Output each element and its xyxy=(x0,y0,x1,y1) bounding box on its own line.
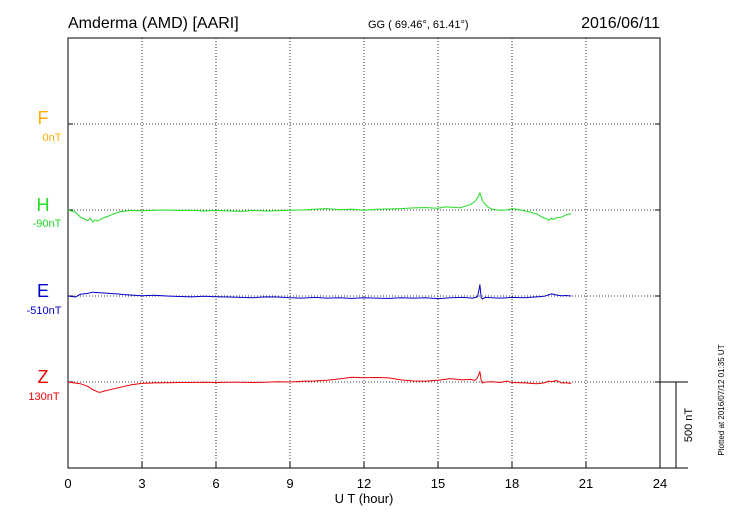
x-axis-ticks: 0 3 6 9 12 15 18 21 24 xyxy=(64,123,667,491)
component-label-e: E xyxy=(37,281,49,301)
scale-bar: 500 nT xyxy=(660,381,695,469)
station-title: Amderma (AMD) [AARI] xyxy=(68,15,239,32)
x-tick-label: 3 xyxy=(138,476,145,491)
scale-bar-label: 500 nT xyxy=(683,408,695,443)
baseline-label-h: -90nT xyxy=(33,218,62,230)
x-tick-label: 9 xyxy=(286,476,293,491)
date-label: 2016/06/11 xyxy=(581,15,660,32)
series-line-z xyxy=(67,371,572,393)
series-line-e xyxy=(67,284,572,300)
component-label-h: H xyxy=(37,195,50,215)
baseline-label-e: -510nT xyxy=(27,305,62,317)
component-label-f: F xyxy=(38,108,49,128)
x-axis-label: U T (hour) xyxy=(335,491,394,506)
x-tick-label: 12 xyxy=(357,476,371,491)
plotted-timestamp: Plotted at 2016/07/12 01:35 UT xyxy=(717,344,726,455)
component-label-z: Z xyxy=(38,367,49,387)
series-line-h xyxy=(67,192,572,223)
x-tick-label: 24 xyxy=(653,476,667,491)
geo-coordinates: GG ( 69.46°, 61.41°) xyxy=(368,19,469,31)
x-tick-label: 6 xyxy=(212,476,219,491)
x-tick-label: 0 xyxy=(64,476,71,491)
x-tick-label: 15 xyxy=(431,476,445,491)
baseline-label-f: 0nT xyxy=(43,132,62,144)
series-lines xyxy=(67,192,572,393)
baseline-label-z: 130nT xyxy=(28,391,59,403)
x-tick-label: 21 xyxy=(579,476,593,491)
x-tick-label: 18 xyxy=(505,476,519,491)
